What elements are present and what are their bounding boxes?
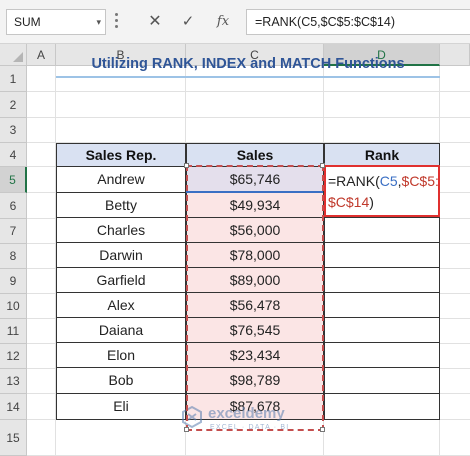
formula-comma: , <box>397 173 402 189</box>
cell-rep[interactable]: Bob <box>56 368 186 394</box>
name-box-value: SUM <box>14 15 41 29</box>
sheet-title: Utilizing RANK, INDEX and MATCH Function… <box>56 52 440 78</box>
formula-bar: SUM ▾ ✕ ✓ fx =RANK(C5,$C$5:$C$14) <box>0 0 470 44</box>
column-header-a[interactable]: A <box>27 44 56 66</box>
row-header-7[interactable]: 7 <box>0 219 27 244</box>
row-header-1[interactable]: 1 <box>0 66 27 92</box>
cell-rep[interactable]: Elon <box>56 343 186 368</box>
active-cell-d5[interactable]: =RANK(C5,$C$5: $C$14) <box>324 165 440 217</box>
row-header-5[interactable]: 5 <box>0 167 27 193</box>
drag-handle-icon[interactable] <box>115 13 119 31</box>
formula-input[interactable]: =RANK(C5,$C$5:$C$14) <box>246 9 470 35</box>
cell-sales[interactable]: $89,000 <box>186 268 324 293</box>
row-header-9[interactable]: 9 <box>0 269 27 294</box>
cell-rank[interactable] <box>324 218 440 243</box>
cell-sales[interactable]: $76,545 <box>186 318 324 343</box>
cell-rep[interactable]: Alex <box>56 293 186 318</box>
row-header-11[interactable]: 11 <box>0 319 27 344</box>
row-header-13[interactable]: 13 <box>0 369 27 394</box>
watermark-name: exceldemy <box>208 405 285 422</box>
header-sales[interactable]: Sales <box>186 143 324 167</box>
watermark-tagline: EXCEL · DATA · BI <box>210 424 290 431</box>
cell-sales[interactable]: $87,678 <box>186 394 324 420</box>
cell-rank[interactable] <box>324 293 440 318</box>
cell-formula[interactable]: =RANK(C5,$C$5: $C$14) <box>328 171 439 213</box>
range-handle[interactable] <box>320 163 325 168</box>
watermark: exceldemy EXCEL · DATA · BI <box>180 403 320 437</box>
row-header-4[interactable]: 4 <box>0 143 27 167</box>
header-rank[interactable]: Rank <box>324 143 440 167</box>
cell-sales[interactable]: $98,789 <box>186 368 324 394</box>
header-sales-rep[interactable]: Sales Rep. <box>56 143 186 167</box>
name-box[interactable]: SUM ▾ <box>6 9 106 35</box>
formula-ref-range-end: $C$14 <box>328 194 370 210</box>
cell-rep[interactable]: Garfield <box>56 268 186 293</box>
formula-close: ) <box>369 194 374 210</box>
row-header-12[interactable]: 12 <box>0 344 27 369</box>
cell-sales[interactable]: $23,434 <box>186 343 324 368</box>
cell-sales[interactable]: $56,000 <box>186 218 324 243</box>
cell-rank[interactable] <box>324 394 440 420</box>
enter-icon[interactable]: ✓ <box>181 13 195 30</box>
formula-ref-c5: C5 <box>379 173 398 189</box>
cell-sales[interactable]: $78,000 <box>186 243 324 268</box>
cell-sales[interactable]: $49,934 <box>186 193 324 218</box>
row-header-14[interactable]: 14 <box>0 394 27 420</box>
range-handle[interactable] <box>320 427 325 432</box>
row-header-8[interactable]: 8 <box>0 244 27 269</box>
row-header-3[interactable]: 3 <box>0 118 27 143</box>
row-header-6[interactable]: 6 <box>0 193 27 219</box>
cell-rank[interactable] <box>324 318 440 343</box>
cell-sales[interactable]: $56,478 <box>186 293 324 318</box>
exceldemy-logo-icon <box>182 405 202 429</box>
formula-ref-range-start: $C$5: <box>401 173 439 189</box>
cell-rep[interactable]: Charles <box>56 218 186 243</box>
chevron-down-icon[interactable]: ▾ <box>96 17 101 27</box>
cancel-icon[interactable]: ✕ <box>148 13 162 30</box>
row-header-2[interactable]: 2 <box>0 92 27 118</box>
column-header-b[interactable]: B <box>56 44 186 66</box>
select-all-button[interactable] <box>0 44 27 66</box>
reference-c5-highlight <box>186 167 323 193</box>
column-header-c[interactable]: C <box>186 44 324 66</box>
cell-rank[interactable] <box>324 343 440 368</box>
insert-function-icon[interactable]: fx <box>216 14 230 29</box>
column-header-d[interactable]: D <box>324 44 440 66</box>
range-handle[interactable] <box>184 427 189 432</box>
column-header-next[interactable] <box>440 44 470 66</box>
cell-rep[interactable]: Andrew <box>56 167 186 193</box>
cell-rep[interactable]: Betty <box>56 193 186 218</box>
cell-rank[interactable] <box>324 268 440 293</box>
row-header-15[interactable]: 15 <box>0 420 27 456</box>
cell-rank[interactable] <box>324 243 440 268</box>
cell-rank[interactable] <box>324 368 440 394</box>
formula-func: =RANK( <box>328 173 380 189</box>
row-header-10[interactable]: 10 <box>0 294 27 319</box>
range-handle[interactable] <box>184 163 189 168</box>
cell-rep[interactable]: Daiana <box>56 318 186 343</box>
cell-rep[interactable]: Darwin <box>56 243 186 268</box>
cell-rep[interactable]: Eli <box>56 394 186 420</box>
